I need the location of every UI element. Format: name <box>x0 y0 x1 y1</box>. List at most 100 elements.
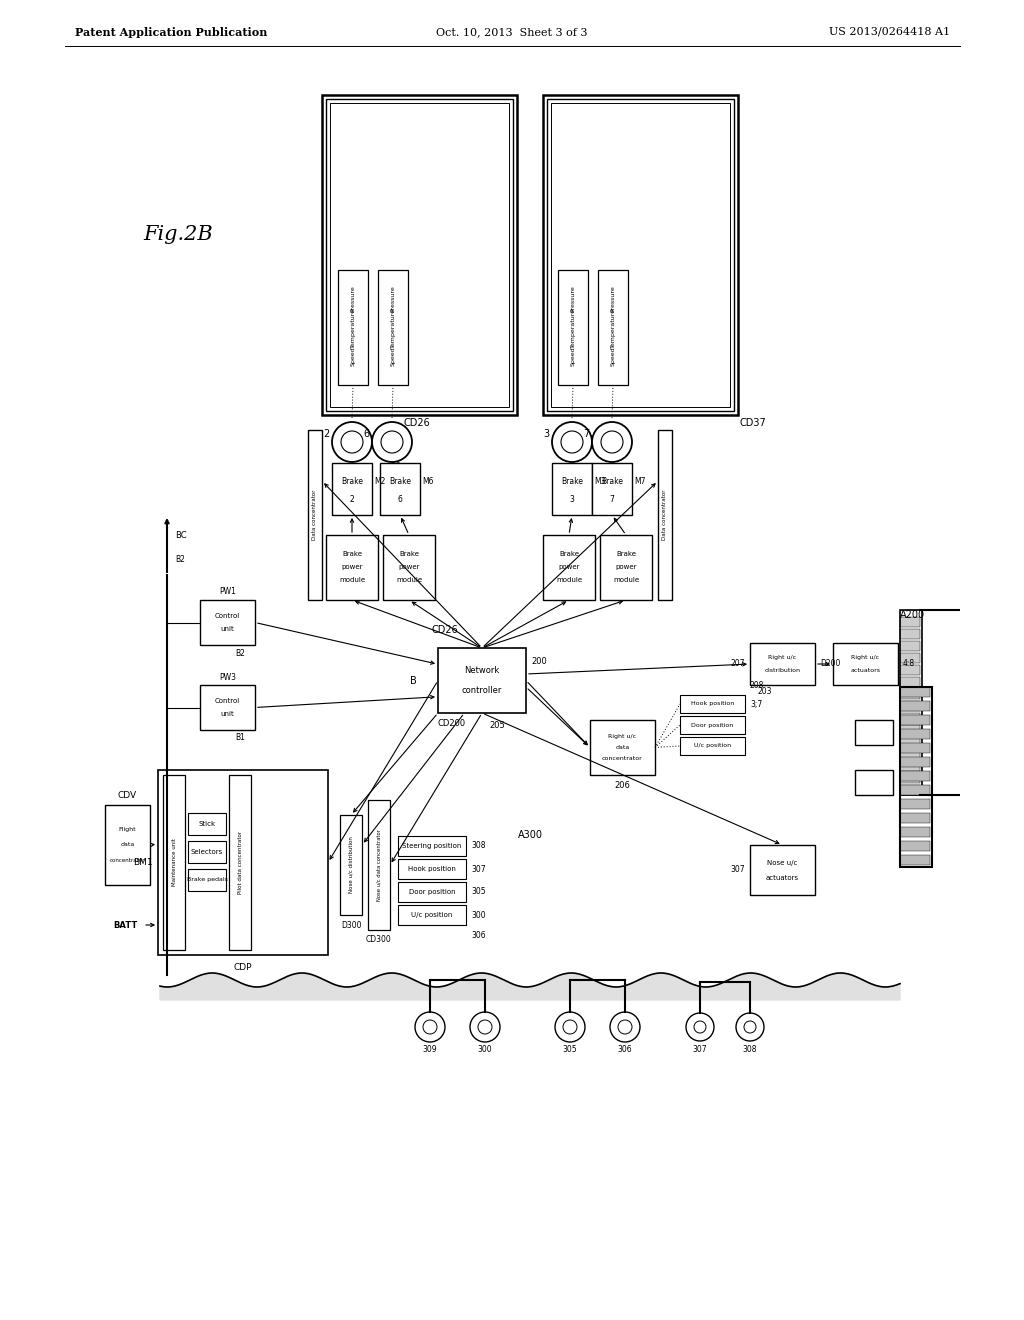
Text: 305: 305 <box>471 887 485 896</box>
Circle shape <box>610 1012 640 1041</box>
Text: Nose u/c: Nose u/c <box>767 859 798 866</box>
Text: BC: BC <box>175 531 186 540</box>
Text: Right u/c: Right u/c <box>768 655 797 660</box>
Text: actuators: actuators <box>766 874 799 880</box>
Text: concentrator: concentrator <box>110 858 145 863</box>
Text: 207: 207 <box>730 660 745 668</box>
Text: M6: M6 <box>422 477 433 486</box>
Text: Pressure: Pressure <box>610 285 615 312</box>
Text: Brake: Brake <box>601 477 623 486</box>
Text: actuators: actuators <box>851 668 881 673</box>
Text: Right u/c: Right u/c <box>608 734 637 739</box>
Bar <box>900 630 920 639</box>
Bar <box>658 430 672 601</box>
Text: Temperature: Temperature <box>570 308 575 347</box>
Text: controller: controller <box>462 686 502 694</box>
Bar <box>438 648 526 713</box>
Text: Data concentrator: Data concentrator <box>663 490 668 540</box>
Text: Control: Control <box>215 612 240 619</box>
Bar <box>200 601 255 645</box>
Bar <box>326 535 378 601</box>
Bar <box>398 906 466 925</box>
Text: B2: B2 <box>175 556 185 565</box>
Bar <box>188 841 226 863</box>
Text: module: module <box>556 578 582 583</box>
Bar <box>680 696 745 713</box>
Bar <box>900 774 920 783</box>
Bar <box>378 271 408 385</box>
Text: CDV: CDV <box>118 791 137 800</box>
Bar <box>900 799 930 809</box>
Text: Door position: Door position <box>409 888 456 895</box>
Bar <box>900 686 932 867</box>
Text: Speed: Speed <box>390 346 395 366</box>
Text: B2: B2 <box>236 648 246 657</box>
Bar <box>326 99 513 411</box>
Bar <box>590 719 655 775</box>
Text: Brake: Brake <box>561 477 583 486</box>
Text: power: power <box>615 565 637 570</box>
Bar <box>340 814 362 915</box>
Text: 3: 3 <box>543 429 549 440</box>
Bar <box>900 689 920 700</box>
Bar <box>900 762 920 771</box>
Bar <box>900 713 920 723</box>
Text: concentrator: concentrator <box>602 756 643 762</box>
Text: 300: 300 <box>477 1044 493 1053</box>
Text: 3;7: 3;7 <box>750 700 762 709</box>
Text: unit: unit <box>220 711 234 717</box>
Text: module: module <box>339 578 366 583</box>
Bar <box>543 95 738 414</box>
Text: Brake: Brake <box>616 552 636 557</box>
Text: 307: 307 <box>692 1044 708 1053</box>
Bar <box>900 743 930 752</box>
Circle shape <box>744 1020 756 1034</box>
Text: Pilot data concentrator: Pilot data concentrator <box>238 830 243 894</box>
Text: data: data <box>615 744 630 750</box>
Bar <box>900 677 920 686</box>
Bar <box>163 775 185 950</box>
Text: M7: M7 <box>634 477 645 486</box>
Text: module: module <box>396 578 422 583</box>
Text: Control: Control <box>215 698 240 704</box>
Bar <box>750 845 815 895</box>
Bar <box>900 686 930 697</box>
Text: 6: 6 <box>362 429 369 440</box>
Text: CD300: CD300 <box>367 936 392 945</box>
Bar <box>900 785 930 795</box>
Bar <box>200 685 255 730</box>
Bar <box>680 737 745 755</box>
Bar <box>158 770 328 954</box>
Bar <box>600 535 652 601</box>
Bar <box>900 653 920 663</box>
Text: Temperature: Temperature <box>350 308 355 347</box>
Text: Right u/c: Right u/c <box>851 655 880 660</box>
Bar <box>900 642 920 651</box>
Text: Fig.2B: Fig.2B <box>143 226 213 244</box>
Circle shape <box>601 432 623 453</box>
Text: Temperature: Temperature <box>390 308 395 347</box>
Circle shape <box>618 1020 632 1034</box>
Text: PW1: PW1 <box>219 587 236 597</box>
Text: CD200: CD200 <box>438 718 466 727</box>
Circle shape <box>561 432 583 453</box>
Bar <box>598 271 628 385</box>
Text: CD37: CD37 <box>740 418 767 428</box>
Text: 307: 307 <box>730 866 745 874</box>
Text: U/c position: U/c position <box>694 743 731 748</box>
Bar <box>855 719 893 744</box>
Circle shape <box>372 422 412 462</box>
Text: PW3: PW3 <box>219 672 236 681</box>
Bar <box>592 463 632 515</box>
Circle shape <box>341 432 362 453</box>
Text: Speed: Speed <box>610 346 615 366</box>
Bar <box>900 701 930 711</box>
Circle shape <box>686 1012 714 1041</box>
Text: Brake: Brake <box>341 477 362 486</box>
Text: B1: B1 <box>236 734 246 742</box>
Circle shape <box>563 1020 577 1034</box>
Text: Maintenance unit: Maintenance unit <box>171 838 176 887</box>
Circle shape <box>332 422 372 462</box>
Bar <box>551 103 730 407</box>
Circle shape <box>736 1012 764 1041</box>
